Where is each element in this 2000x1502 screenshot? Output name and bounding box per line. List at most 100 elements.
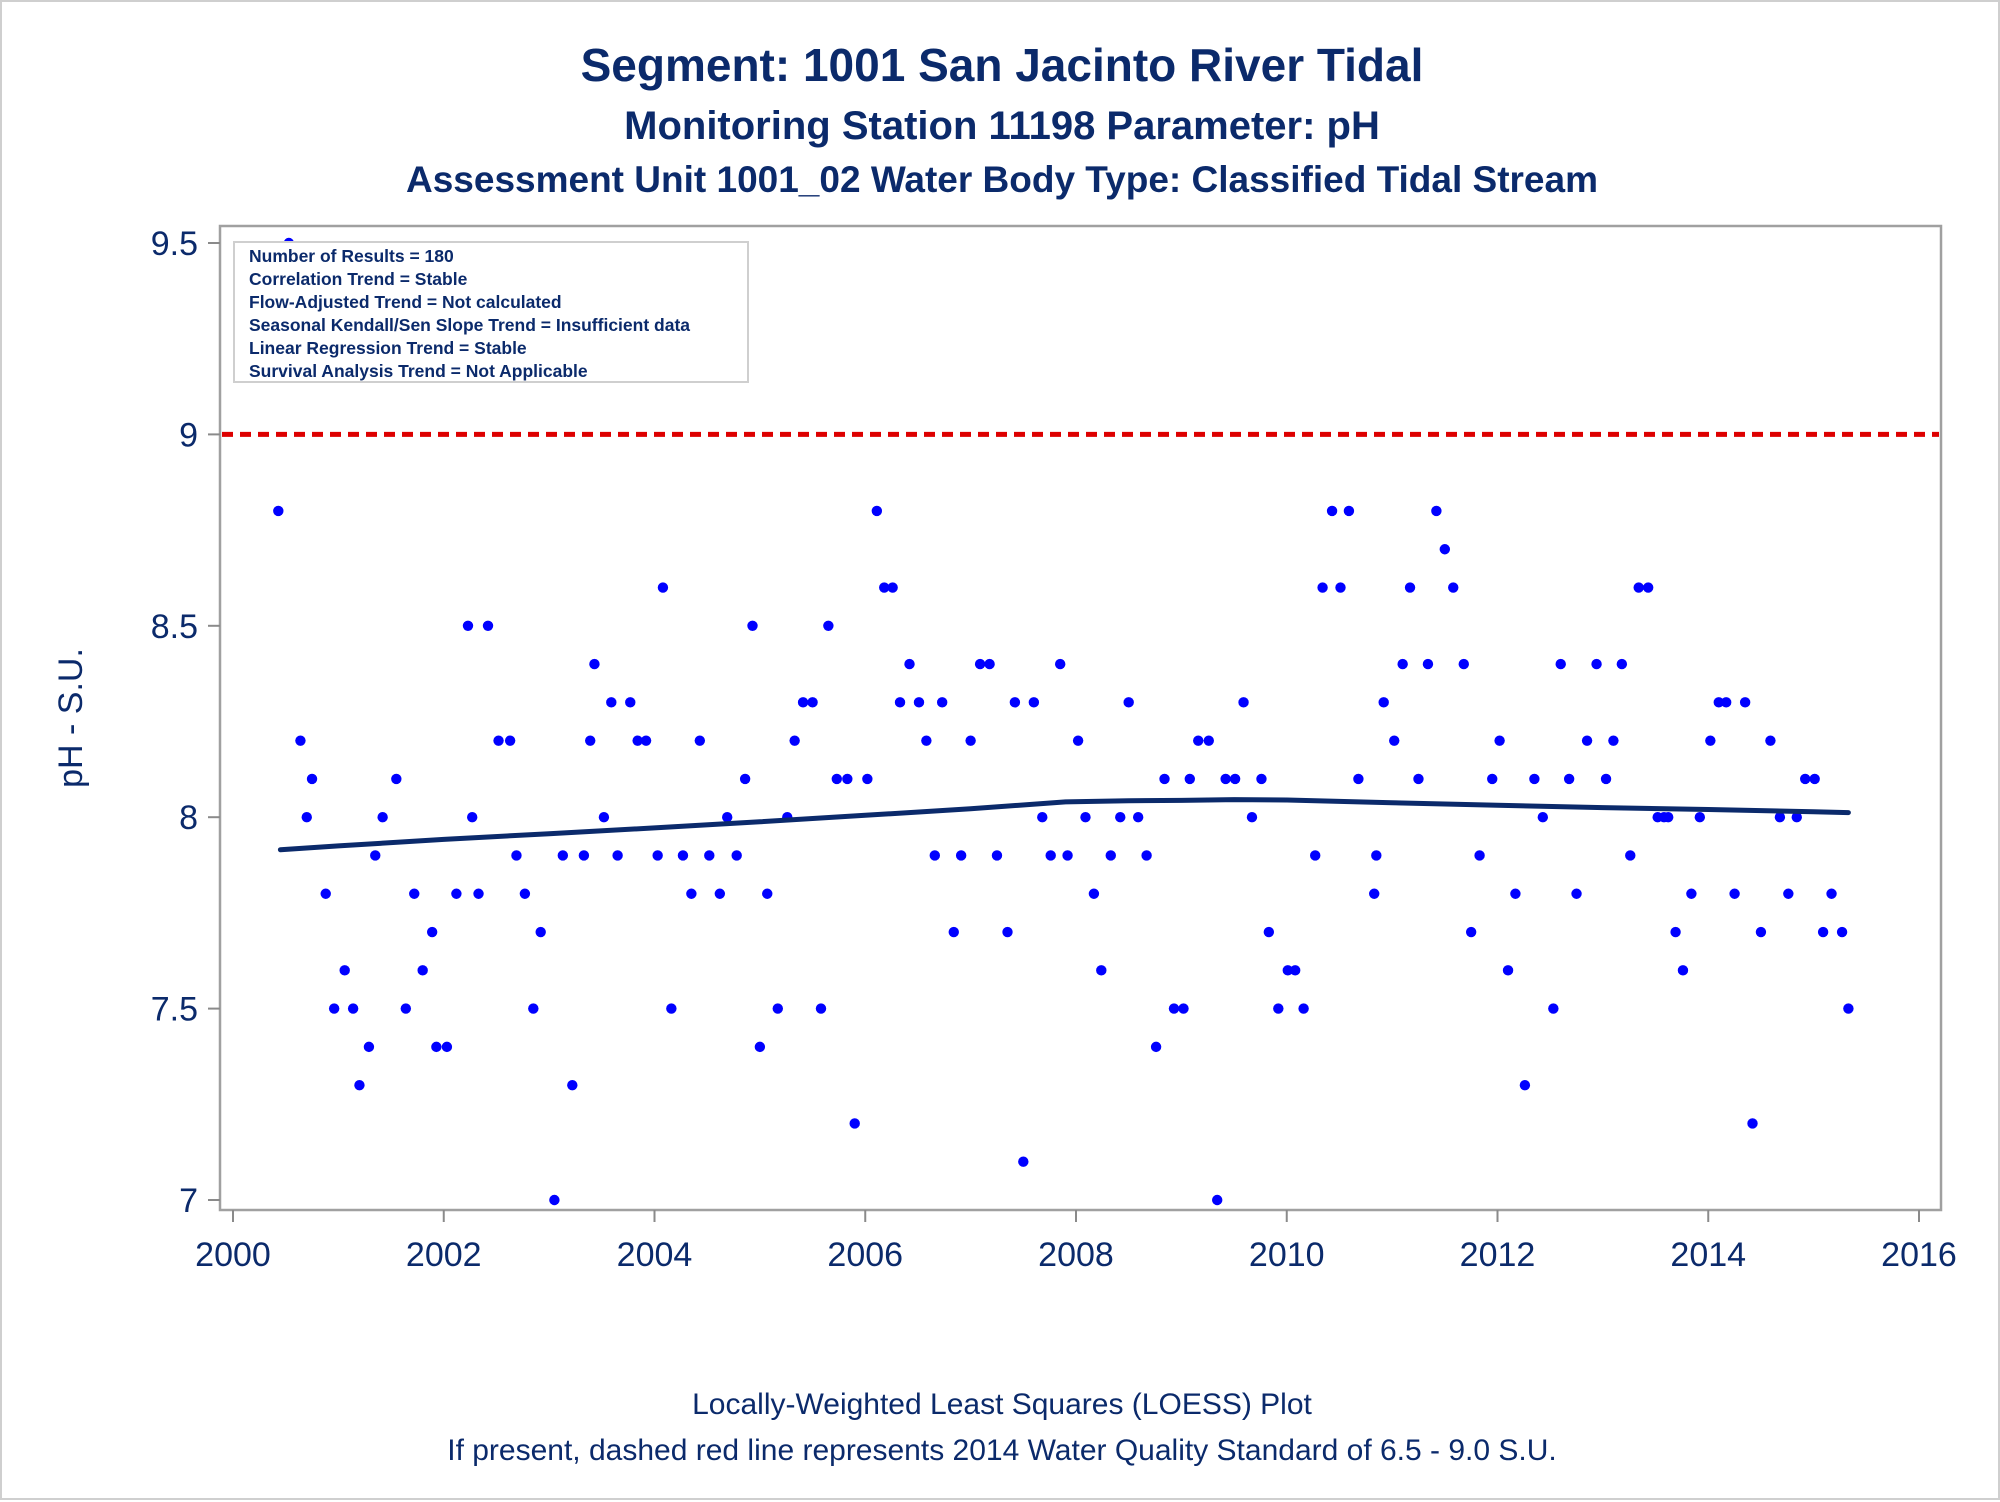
data-point — [1203, 735, 1214, 746]
data-points — [273, 237, 1854, 1206]
data-point — [887, 582, 898, 593]
data-point — [400, 1003, 412, 1014]
data-point — [328, 1003, 340, 1014]
data-point — [1755, 926, 1767, 938]
data-point — [1062, 850, 1073, 861]
data-point — [1765, 735, 1776, 746]
data-point — [632, 735, 643, 746]
data-point — [612, 850, 623, 861]
data-point — [772, 1003, 783, 1014]
data-point — [1353, 773, 1364, 785]
data-point — [295, 735, 306, 746]
data-point — [1608, 735, 1619, 746]
data-point — [652, 850, 663, 861]
data-point — [894, 697, 906, 708]
data-point — [823, 620, 834, 631]
data-point — [370, 850, 381, 861]
data-point — [426, 926, 438, 938]
data-point — [974, 658, 986, 670]
data-point — [722, 812, 733, 823]
x-tick-label: 2008 — [1038, 1236, 1114, 1274]
data-point — [762, 888, 773, 899]
data-point — [1422, 658, 1434, 670]
data-point — [1729, 888, 1740, 899]
data-point — [567, 1079, 578, 1091]
data-point — [904, 658, 915, 670]
loess-curve-group — [277, 797, 1851, 853]
data-point — [1105, 850, 1116, 861]
data-point — [747, 620, 758, 631]
data-point — [511, 850, 522, 861]
data-point — [1591, 658, 1602, 670]
data-point — [1037, 812, 1048, 823]
y-axis-label: pH - S.U. — [52, 648, 90, 788]
data-point — [1088, 888, 1100, 899]
data-point — [862, 773, 873, 785]
data-point — [1836, 926, 1848, 938]
x-axis: 2000 2002 2004 2006 2008 2010 2012 2014 2016 — [195, 1210, 1957, 1274]
data-point — [1713, 697, 1724, 708]
footnote: Locally-Weighted Least Squares (LOESS) P… — [692, 1388, 1312, 1421]
data-point — [528, 1003, 539, 1014]
data-point — [589, 658, 600, 670]
data-point — [1212, 1194, 1223, 1206]
data-point — [1686, 888, 1697, 899]
x-tick-label: 2012 — [1460, 1236, 1536, 1274]
data-point — [1115, 812, 1126, 823]
data-point — [739, 773, 751, 785]
y-tick-label: 7.5 — [151, 991, 198, 1029]
data-point — [991, 850, 1003, 861]
data-point — [1256, 773, 1267, 785]
data-point — [965, 735, 976, 746]
data-point — [417, 965, 428, 976]
y-tick-label: 8.5 — [151, 608, 198, 646]
data-point — [557, 850, 569, 861]
data-point — [606, 697, 617, 708]
data-point — [1633, 582, 1644, 593]
data-point — [807, 697, 818, 708]
data-point — [1141, 850, 1152, 861]
data-point — [320, 888, 331, 899]
data-point — [1502, 965, 1514, 976]
data-point — [984, 658, 995, 670]
chart-subtitle-2: Assessment Unit 1001_02 Water Body Type:… — [406, 159, 1598, 200]
data-point — [1282, 965, 1294, 976]
data-point — [1705, 735, 1716, 746]
data-point — [754, 1041, 766, 1053]
data-point — [1132, 812, 1144, 823]
data-point — [1238, 697, 1249, 708]
data-point — [1809, 773, 1820, 785]
data-point — [301, 812, 312, 823]
data-point — [1343, 505, 1355, 517]
data-point — [1677, 965, 1689, 976]
data-point — [1002, 926, 1013, 938]
data-point — [1184, 773, 1196, 785]
data-point — [871, 505, 883, 517]
data-point — [1369, 888, 1380, 899]
data-point — [391, 773, 402, 785]
data-point — [431, 1041, 442, 1053]
data-point — [1335, 582, 1346, 593]
data-point — [1474, 850, 1485, 861]
trend-inset-text: Number of Results = 180 Correlation Trend… — [249, 246, 690, 381]
data-point — [1826, 888, 1837, 899]
data-point — [1791, 812, 1802, 823]
plot-area — [218, 224, 1943, 1212]
trend-annotation: Linear Regression Trend = Stable — [249, 338, 527, 358]
data-point — [625, 697, 636, 708]
footnotes: Locally-Weighted Least Squares (LOESS) P… — [447, 1388, 1557, 1467]
x-tick-label: 2014 — [1670, 1236, 1746, 1274]
data-point — [1028, 697, 1040, 708]
y-tick-label: 9.5 — [151, 225, 198, 263]
data-point — [1529, 773, 1540, 785]
data-point — [1273, 1003, 1284, 1014]
data-point — [1600, 773, 1612, 785]
loess-curve — [277, 797, 1851, 853]
data-point — [273, 505, 284, 517]
data-point — [1642, 582, 1654, 593]
data-point — [1625, 850, 1636, 861]
data-point — [1123, 697, 1134, 708]
data-point — [1096, 965, 1107, 976]
data-point — [377, 812, 388, 823]
